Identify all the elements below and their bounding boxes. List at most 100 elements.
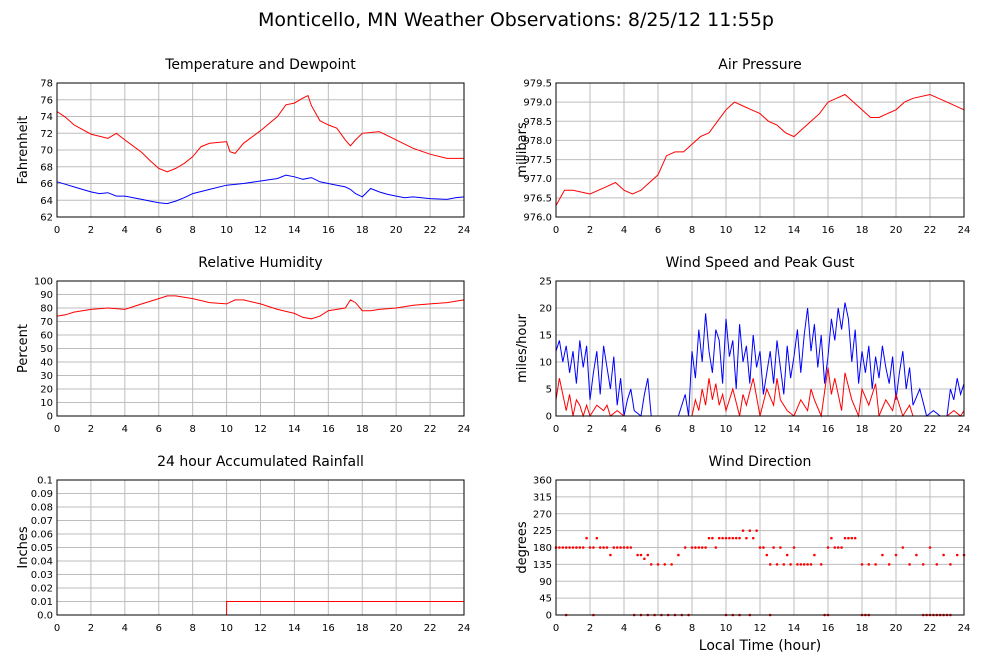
data-point — [843, 536, 847, 540]
x-tick-label: 14 — [788, 225, 801, 236]
data-point — [629, 546, 633, 549]
chart-wind: Wind Speed and Peak Gust miles/hour 0 5 10 15… — [515, 255, 970, 435]
y-tick-label: 50 — [40, 344, 53, 355]
data-point — [881, 553, 884, 557]
data-point — [887, 563, 891, 566]
y-tick-label: 70 — [40, 317, 53, 328]
x-tick-label: 10 — [220, 225, 233, 236]
y-axis-label: miles/hour — [515, 313, 530, 382]
plot-frame — [56, 82, 465, 218]
series-line-red — [56, 94, 464, 173]
data-point — [714, 546, 718, 549]
x-tick-label: 6 — [156, 623, 162, 634]
data-point — [955, 553, 959, 557]
y-tick-label: 0.08 — [31, 503, 53, 514]
y-tick-label: 78 — [40, 79, 53, 90]
y-tick-label: 0.02 — [31, 584, 53, 595]
data-point — [704, 546, 707, 549]
plot-frame — [555, 280, 965, 417]
x-tick-label: 10 — [720, 623, 733, 634]
data-point — [558, 546, 561, 549]
data-point — [830, 536, 833, 540]
data-point — [677, 553, 680, 557]
data-point — [700, 546, 704, 549]
data-point — [755, 529, 758, 532]
y-axis-label: Inches — [16, 526, 31, 568]
y-axis-label: Fahrenheit — [16, 116, 31, 185]
data-point — [833, 546, 837, 549]
data-point — [581, 546, 585, 549]
x-tick-label: 14 — [788, 623, 801, 634]
series-line-blue — [555, 302, 965, 417]
y-tick-label: 30 — [40, 371, 53, 382]
x-tick-label: 12 — [254, 225, 267, 236]
x-tick-label: 10 — [720, 225, 733, 236]
data-point — [561, 546, 565, 549]
x-tick-label: 0 — [553, 424, 559, 435]
x-tick-label: 4 — [122, 225, 128, 236]
x-tick-label: 24 — [458, 623, 471, 634]
x-tick-label: 24 — [458, 225, 471, 236]
x-tick-label: 14 — [288, 424, 301, 435]
plot-frame — [555, 479, 965, 616]
chart-title: Air Pressure — [718, 57, 801, 73]
y-tick-label: 0.01 — [31, 597, 53, 608]
data-point — [602, 546, 605, 549]
data-point — [751, 536, 755, 540]
data-point — [697, 546, 701, 549]
data-point — [609, 553, 612, 557]
y-tick-label: 10 — [539, 358, 552, 369]
x-tick-label: 24 — [958, 623, 971, 634]
data-point — [768, 563, 772, 566]
data-point — [860, 563, 864, 566]
x-tick-label: 18 — [856, 623, 869, 634]
data-point — [612, 546, 616, 549]
data-point — [758, 546, 762, 549]
page-title: Monticello, MN Weather Observations: 8/2… — [258, 9, 774, 31]
data-point — [785, 553, 789, 557]
x-tick-label: 0 — [54, 424, 60, 435]
data-point — [592, 546, 595, 549]
y-tick-label: 979.5 — [523, 79, 552, 90]
y-tick-label: 90 — [539, 577, 552, 588]
y-tick-label: 0.07 — [31, 516, 53, 527]
data-point — [867, 563, 871, 566]
chart-title: Wind Speed and Peak Gust — [666, 255, 855, 271]
y-tick-label: 270 — [533, 509, 552, 520]
data-point — [728, 536, 731, 540]
x-tick-label: 20 — [390, 424, 403, 435]
y-tick-label: 90 — [40, 290, 53, 301]
y-axis-label: Percent — [16, 324, 31, 373]
data-point — [707, 536, 711, 540]
x-tick-label: 4 — [621, 424, 627, 435]
data-point — [799, 563, 803, 566]
y-tick-label: 80 — [40, 304, 53, 315]
data-point — [921, 563, 925, 566]
plot-frame — [56, 280, 465, 417]
x-tick-label: 20 — [890, 225, 903, 236]
plot-frame — [555, 82, 965, 218]
x-tick-label: 22 — [424, 623, 437, 634]
data-point — [724, 536, 728, 540]
y-tick-label: 76 — [40, 95, 53, 106]
data-point — [928, 546, 932, 549]
x-tick-label: 6 — [655, 424, 661, 435]
y-tick-label: 0.03 — [31, 570, 53, 581]
y-tick-label: 68 — [40, 162, 53, 173]
chart-title: Temperature and Dewpoint — [164, 57, 356, 73]
data-point — [813, 553, 816, 557]
chart-rain: 24 hour Accumulated Rainfall Inches 0.0 0.0… — [16, 454, 470, 634]
x-tick-label: 22 — [424, 225, 437, 236]
x-tick-label: 16 — [822, 623, 835, 634]
x-tick-label: 12 — [754, 424, 767, 435]
x-tick-label: 16 — [822, 424, 835, 435]
data-point — [894, 553, 898, 557]
y-tick-label: 0.0 — [37, 611, 53, 622]
data-point — [809, 563, 813, 566]
x-tick-label: 6 — [156, 424, 162, 435]
y-tick-label: 40 — [40, 358, 53, 369]
y-tick-label: 66 — [40, 179, 53, 190]
x-tick-label: 8 — [689, 225, 695, 236]
chart-temp: Temperature and DewpointFahrenheit626466… — [16, 57, 470, 236]
data-point — [806, 563, 809, 566]
